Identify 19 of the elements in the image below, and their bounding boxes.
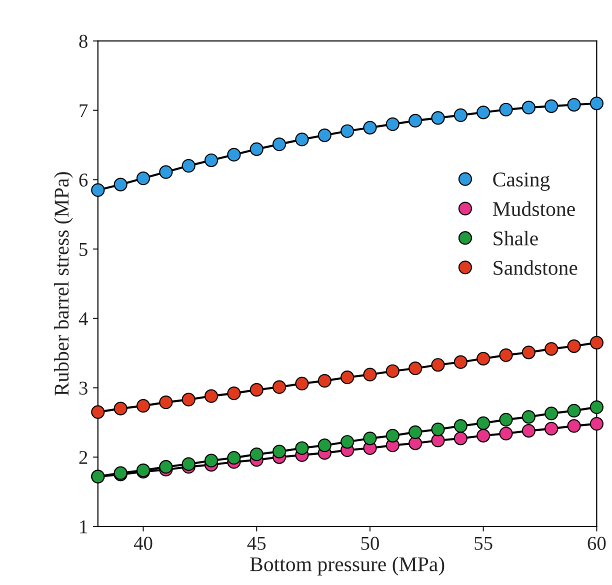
legend-label: Sandstone (494, 260, 578, 275)
y-tick-label: 6 (79, 174, 88, 187)
x-axis-title: Bottom pressure (MPa) (250, 556, 444, 576)
x-tick-label: 45 (247, 536, 266, 550)
x-tick-label: 55 (474, 536, 492, 550)
y-tick-label: 8 (79, 34, 88, 48)
x-tick-label: 60 (588, 536, 606, 550)
legend-label: Casing (493, 172, 550, 191)
y-tick-label: 7 (80, 104, 88, 118)
y-tick-label: 4 (78, 312, 88, 326)
legend-label: Mudstone (492, 201, 575, 216)
y-tick-label: 3 (79, 382, 88, 395)
y-tick-label: 2 (79, 451, 88, 464)
y-tick-label: 5 (80, 243, 88, 256)
legend-label: Shale (494, 230, 538, 246)
y-tick-label: 1 (80, 520, 88, 534)
x-tick-label: 50 (361, 536, 379, 550)
x-tick-label: 40 (134, 536, 152, 550)
y-axis-title: Rubber barrel stress (MPa) (54, 172, 73, 396)
